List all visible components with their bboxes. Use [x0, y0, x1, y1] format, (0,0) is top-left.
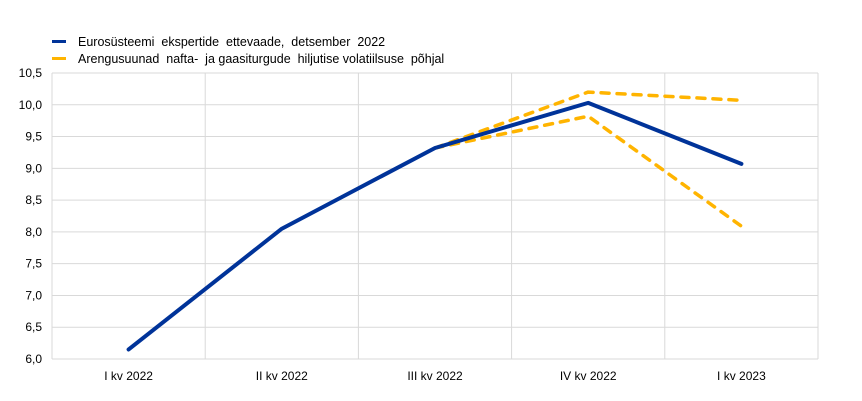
y-tick-label: 8,5	[25, 193, 42, 207]
y-tick-label: 10,0	[19, 98, 43, 112]
x-tick-label: II kv 2022	[256, 369, 308, 383]
legend: Eurosüsteemi ekspertide ettevaade, detse…	[52, 33, 444, 67]
series-line-2	[433, 114, 744, 228]
x-tick-label: IV kv 2022	[560, 369, 617, 383]
x-tick-label: III kv 2022	[407, 369, 463, 383]
legend-swatch-yellow	[52, 57, 66, 60]
series-line-1	[433, 90, 744, 150]
legend-label: Eurosüsteemi ekspertide ettevaade, detse…	[78, 34, 386, 49]
y-tick-label: 6,0	[25, 352, 42, 366]
x-tick-label: I kv 2022	[104, 369, 153, 383]
legend-label: Arengusuunad nafta- ja gaasiturgude hilj…	[78, 51, 445, 66]
legend-item-baseline: Eurosüsteemi ekspertide ettevaade, detse…	[52, 33, 444, 50]
y-tick-label: 7,5	[25, 257, 42, 271]
x-tick-label: I kv 2023	[717, 369, 766, 383]
y-tick-label: 9,5	[25, 130, 42, 144]
y-tick-label: 9,0	[25, 161, 42, 175]
legend-item-scenarios: Arengusuunad nafta- ja gaasiturgude hilj…	[52, 50, 444, 67]
y-tick-label: 10,5	[19, 66, 43, 80]
y-tick-label: 8,0	[25, 225, 42, 239]
y-tick-label: 7,0	[25, 288, 42, 302]
legend-swatch-blue	[52, 40, 66, 43]
y-tick-label: 6,5	[25, 320, 42, 334]
series-line-0	[126, 100, 744, 352]
